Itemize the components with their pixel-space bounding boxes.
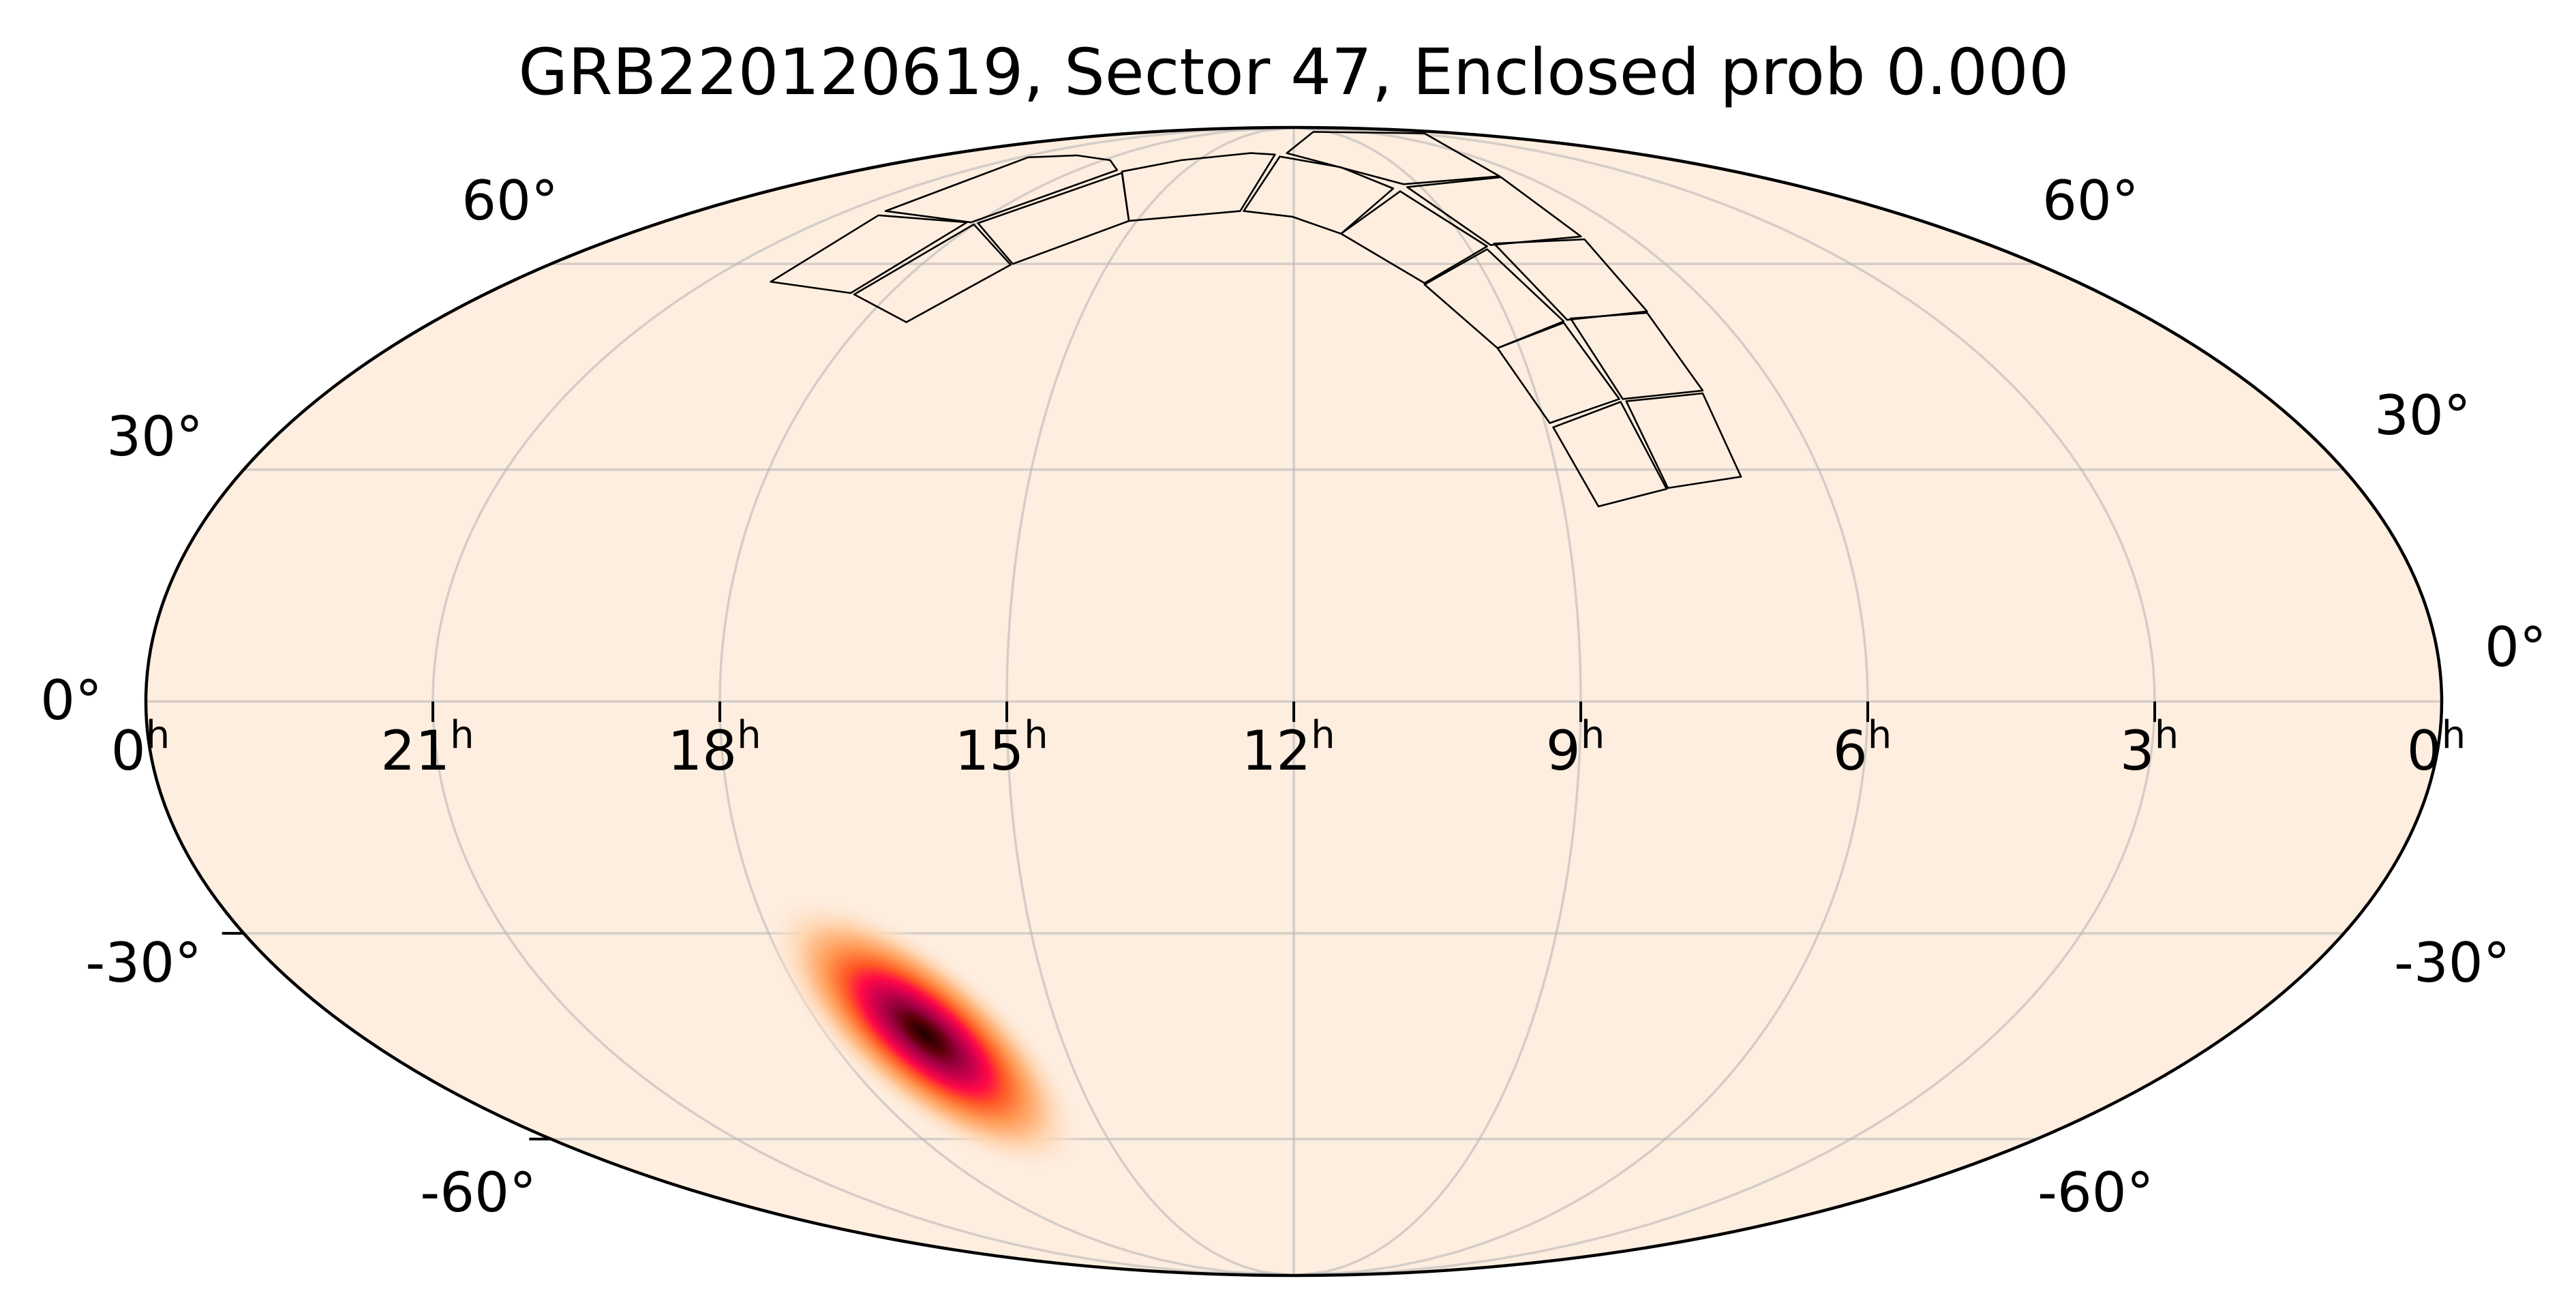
- tick-labels: 0h 21h 18h 15h 12h 9h 6h 3h 0h 60° 60° 30° 30° 0° 0° -3…: [40, 169, 2547, 1224]
- dec-tick-label-left: 30°: [106, 405, 203, 468]
- ra-tick-label: 21h: [380, 713, 474, 783]
- ra-tick-label: 15h: [954, 713, 1048, 783]
- ccd-footprint: [1493, 238, 1648, 321]
- ccd-footprint: [1286, 131, 1501, 185]
- ra-tick-label: 0h: [111, 713, 170, 783]
- ccd-footprint: [1121, 152, 1276, 222]
- dec-tick-label-right: 30°: [2374, 384, 2471, 447]
- dec-tick-label-right: -60°: [2037, 1161, 2154, 1224]
- dec-tick-label-left: 0°: [40, 669, 102, 732]
- ra-tick-label: 9h: [1546, 713, 1605, 783]
- ccd-footprint: [1625, 392, 1742, 489]
- ccd-footprints: [770, 131, 1742, 508]
- ccd-footprint: [1496, 322, 1620, 424]
- ra-tick-label: 3h: [2120, 713, 2179, 783]
- ccd-footprint: [1552, 401, 1668, 508]
- dec-tick-label-left: 60°: [461, 169, 558, 232]
- chart-title: GRB220120619, Sector 47, Enclosed prob 0…: [518, 35, 2069, 110]
- dec-tick-label-left: -30°: [85, 931, 202, 995]
- ccd-footprint: [884, 154, 1119, 224]
- ccd-footprint: [853, 223, 1012, 323]
- dec-tick-label-right: -30°: [2394, 931, 2511, 995]
- ccd-footprint: [1406, 176, 1582, 246]
- axis-ticks: [222, 701, 2156, 1140]
- ra-tick-label: 18h: [667, 713, 761, 783]
- dec-tick-label-left: -60°: [420, 1161, 536, 1224]
- sky-boundary: [144, 125, 2444, 1278]
- probability-peak: [766, 894, 1085, 1175]
- ccd-footprint: [1340, 190, 1488, 284]
- ra-tick-label: 0h: [2407, 713, 2466, 783]
- ra-tick-label: 6h: [1833, 713, 1892, 783]
- ccd-footprint: [1569, 312, 1704, 400]
- dec-tick-label-right: 60°: [2042, 169, 2139, 232]
- dec-tick-label-right: 0°: [2485, 616, 2547, 679]
- ra-tick-label: 12h: [1241, 713, 1335, 783]
- localization-region: [766, 894, 1085, 1175]
